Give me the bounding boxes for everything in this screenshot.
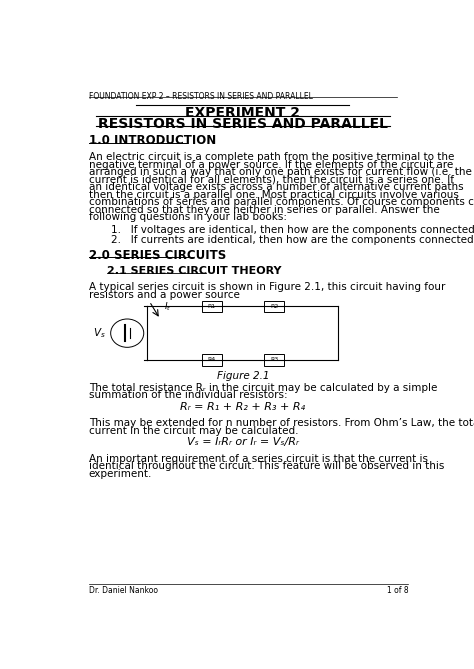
Text: EXPERIMENT 2: EXPERIMENT 2	[185, 106, 301, 120]
Text: A typical series circuit is shown in Figure 2.1, this circuit having four: A typical series circuit is shown in Fig…	[89, 282, 445, 292]
Text: $I_t$: $I_t$	[164, 300, 171, 312]
Text: RESISTORS IN SERIES AND PARALLEL: RESISTORS IN SERIES AND PARALLEL	[98, 117, 388, 131]
Text: identical throughout the circuit. This feature will be observed in this: identical throughout the circuit. This f…	[89, 461, 444, 471]
Text: current is identical for all elements), then the circuit is a series one. If: current is identical for all elements), …	[89, 175, 454, 185]
Text: R1: R1	[208, 304, 216, 309]
Text: arranged in such a way that only one path exists for current flow (i.e. the: arranged in such a way that only one pat…	[89, 167, 472, 177]
Text: experiment.: experiment.	[89, 468, 152, 478]
Text: This may be extended for n number of resistors. From Ohm’s Law, the total: This may be extended for n number of res…	[89, 418, 474, 428]
Text: Figure 2.1: Figure 2.1	[217, 371, 269, 381]
Text: 2.   If currents are identical, then how are the components connected?: 2. If currents are identical, then how a…	[110, 235, 474, 246]
Text: connected so that they are neither in series or parallel. Answer the: connected so that they are neither in se…	[89, 205, 439, 215]
Text: Dr. Daniel Nankoo: Dr. Daniel Nankoo	[89, 586, 158, 595]
Text: Vₛ = IᵣRᵣ or Iᵣ = Vₛ/Rᵣ: Vₛ = IᵣRᵣ or Iᵣ = Vₛ/Rᵣ	[187, 437, 299, 447]
Text: an identical voltage exists across a number of alternative current paths: an identical voltage exists across a num…	[89, 182, 463, 192]
Text: 2.1 SERIES CIRCUIT THEORY: 2.1 SERIES CIRCUIT THEORY	[107, 266, 282, 276]
Text: R3: R3	[270, 357, 278, 363]
Text: R4: R4	[208, 357, 216, 363]
Text: 1 of 8: 1 of 8	[387, 586, 408, 595]
Text: 1.   If voltages are identical, then how are the components connected?: 1. If voltages are identical, then how a…	[110, 225, 474, 235]
Text: $V_s$: $V_s$	[93, 326, 106, 340]
Text: 1.0 INTRODUCTION: 1.0 INTRODUCTION	[89, 134, 216, 147]
Bar	[264, 355, 284, 366]
Text: Rᵣ = R₁ + R₂ + R₃ + R₄: Rᵣ = R₁ + R₂ + R₃ + R₄	[181, 401, 305, 411]
Text: summation of the individual resistors:: summation of the individual resistors:	[89, 390, 287, 400]
Text: FOUNDATION EXP 2 – RESISTORS IN SERIES AND PARALLEL: FOUNDATION EXP 2 – RESISTORS IN SERIES A…	[89, 92, 312, 101]
Text: then the circuit is a parallel one. Most practical circuits involve various: then the circuit is a parallel one. Most…	[89, 190, 458, 200]
Ellipse shape	[110, 319, 144, 347]
Text: R2: R2	[270, 304, 278, 309]
Text: resistors and a power source: resistors and a power source	[89, 290, 239, 300]
Text: 2.0 SERIES CIRCUITS: 2.0 SERIES CIRCUITS	[89, 249, 226, 262]
Bar	[201, 300, 222, 312]
Text: current in the circuit may be calculated.: current in the circuit may be calculated…	[89, 425, 298, 436]
Bar	[201, 355, 222, 366]
Text: An electric circuit is a complete path from the positive terminal to the: An electric circuit is a complete path f…	[89, 153, 454, 163]
Text: combinations of series and parallel components. Of course components can be: combinations of series and parallel comp…	[89, 197, 474, 207]
Bar	[264, 300, 284, 312]
Text: following questions in your lab books:: following questions in your lab books:	[89, 212, 287, 222]
Text: The total resistance Rᵣ in the circuit may be calculated by a simple: The total resistance Rᵣ in the circuit m…	[89, 383, 437, 393]
Text: An important requirement of a series circuit is that the current is: An important requirement of a series cir…	[89, 454, 428, 464]
Text: negative terminal of a power source. If the elements of the circuit are: negative terminal of a power source. If …	[89, 160, 453, 170]
